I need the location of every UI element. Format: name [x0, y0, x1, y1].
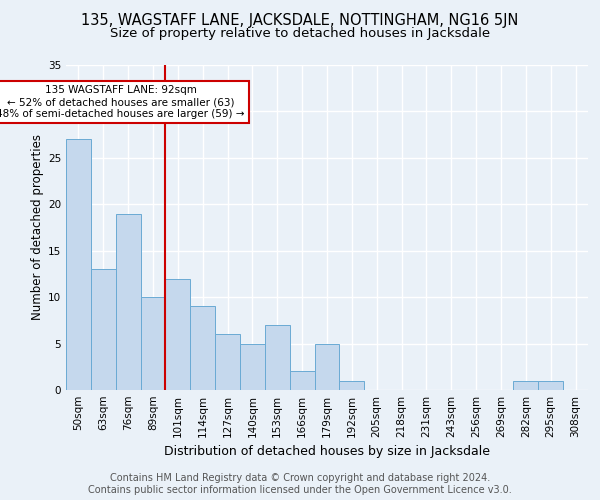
Bar [215, 334, 240, 390]
Bar [290, 372, 314, 390]
Text: 135 WAGSTAFF LANE: 92sqm
← 52% of detached houses are smaller (63)
48% of semi-d: 135 WAGSTAFF LANE: 92sqm ← 52% of detach… [0, 86, 245, 118]
Bar [66, 140, 91, 390]
Bar [91, 270, 116, 390]
Bar [240, 344, 265, 390]
Bar [166, 278, 190, 390]
Text: 135, WAGSTAFF LANE, JACKSDALE, NOTTINGHAM, NG16 5JN: 135, WAGSTAFF LANE, JACKSDALE, NOTTINGHA… [82, 12, 518, 28]
X-axis label: Distribution of detached houses by size in Jacksdale: Distribution of detached houses by size … [164, 446, 490, 458]
Y-axis label: Number of detached properties: Number of detached properties [31, 134, 44, 320]
Bar [340, 380, 364, 390]
Bar [116, 214, 140, 390]
Bar [514, 380, 538, 390]
Text: Size of property relative to detached houses in Jacksdale: Size of property relative to detached ho… [110, 28, 490, 40]
Bar [140, 297, 166, 390]
Bar [190, 306, 215, 390]
Text: Contains HM Land Registry data © Crown copyright and database right 2024.
Contai: Contains HM Land Registry data © Crown c… [88, 474, 512, 495]
Bar [538, 380, 563, 390]
Bar [314, 344, 340, 390]
Bar [265, 325, 290, 390]
